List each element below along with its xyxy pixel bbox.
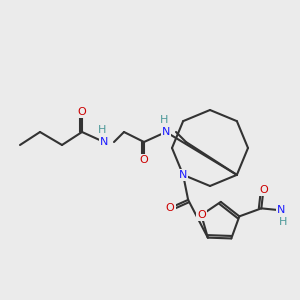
Text: N: N <box>100 137 108 147</box>
Text: O: O <box>140 155 148 165</box>
Text: N: N <box>277 206 286 215</box>
Text: O: O <box>166 203 175 213</box>
Text: N: N <box>179 170 187 180</box>
Text: O: O <box>197 210 206 220</box>
Text: H: H <box>160 115 168 125</box>
Text: O: O <box>78 107 86 117</box>
Text: H: H <box>279 218 287 227</box>
Text: H: H <box>98 125 106 135</box>
Text: N: N <box>162 127 170 137</box>
Text: O: O <box>259 185 268 195</box>
